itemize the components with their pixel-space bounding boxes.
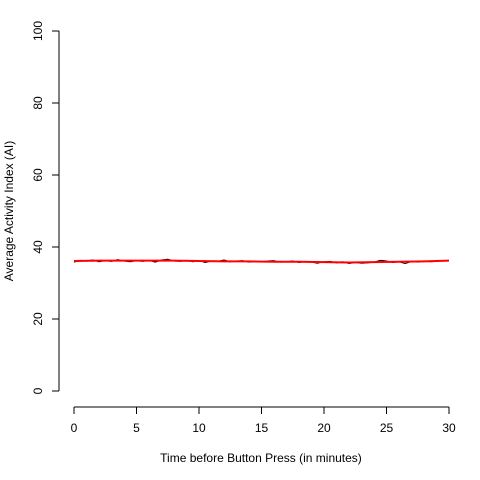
x-tick-label: 25 [380, 421, 394, 435]
y-tick-label: 100 [31, 21, 45, 41]
x-tick-label: 5 [133, 421, 140, 435]
y-tick-label: 20 [31, 312, 45, 326]
y-tick-label: 60 [31, 168, 45, 182]
y-tick-label: 0 [31, 387, 45, 394]
series-layer [73, 258, 450, 265]
y-axis-title: Average Activity Index (AI) [2, 141, 16, 282]
y-tick-label: 80 [31, 96, 45, 110]
y-tick-label: 40 [31, 240, 45, 254]
smoothed-series-line [73, 259, 450, 264]
y-axis: 0 20 40 60 80 100 [31, 21, 60, 394]
x-axis: 0 5 10 15 20 25 30 [71, 406, 456, 435]
x-tick-label: 30 [442, 421, 456, 435]
x-tick-label: 0 [71, 421, 78, 435]
x-axis-title: Time before Button Press (in minutes) [160, 451, 362, 465]
x-tick-label: 15 [255, 421, 269, 435]
x-tick-label: 10 [192, 421, 206, 435]
x-tick-label: 20 [317, 421, 331, 435]
